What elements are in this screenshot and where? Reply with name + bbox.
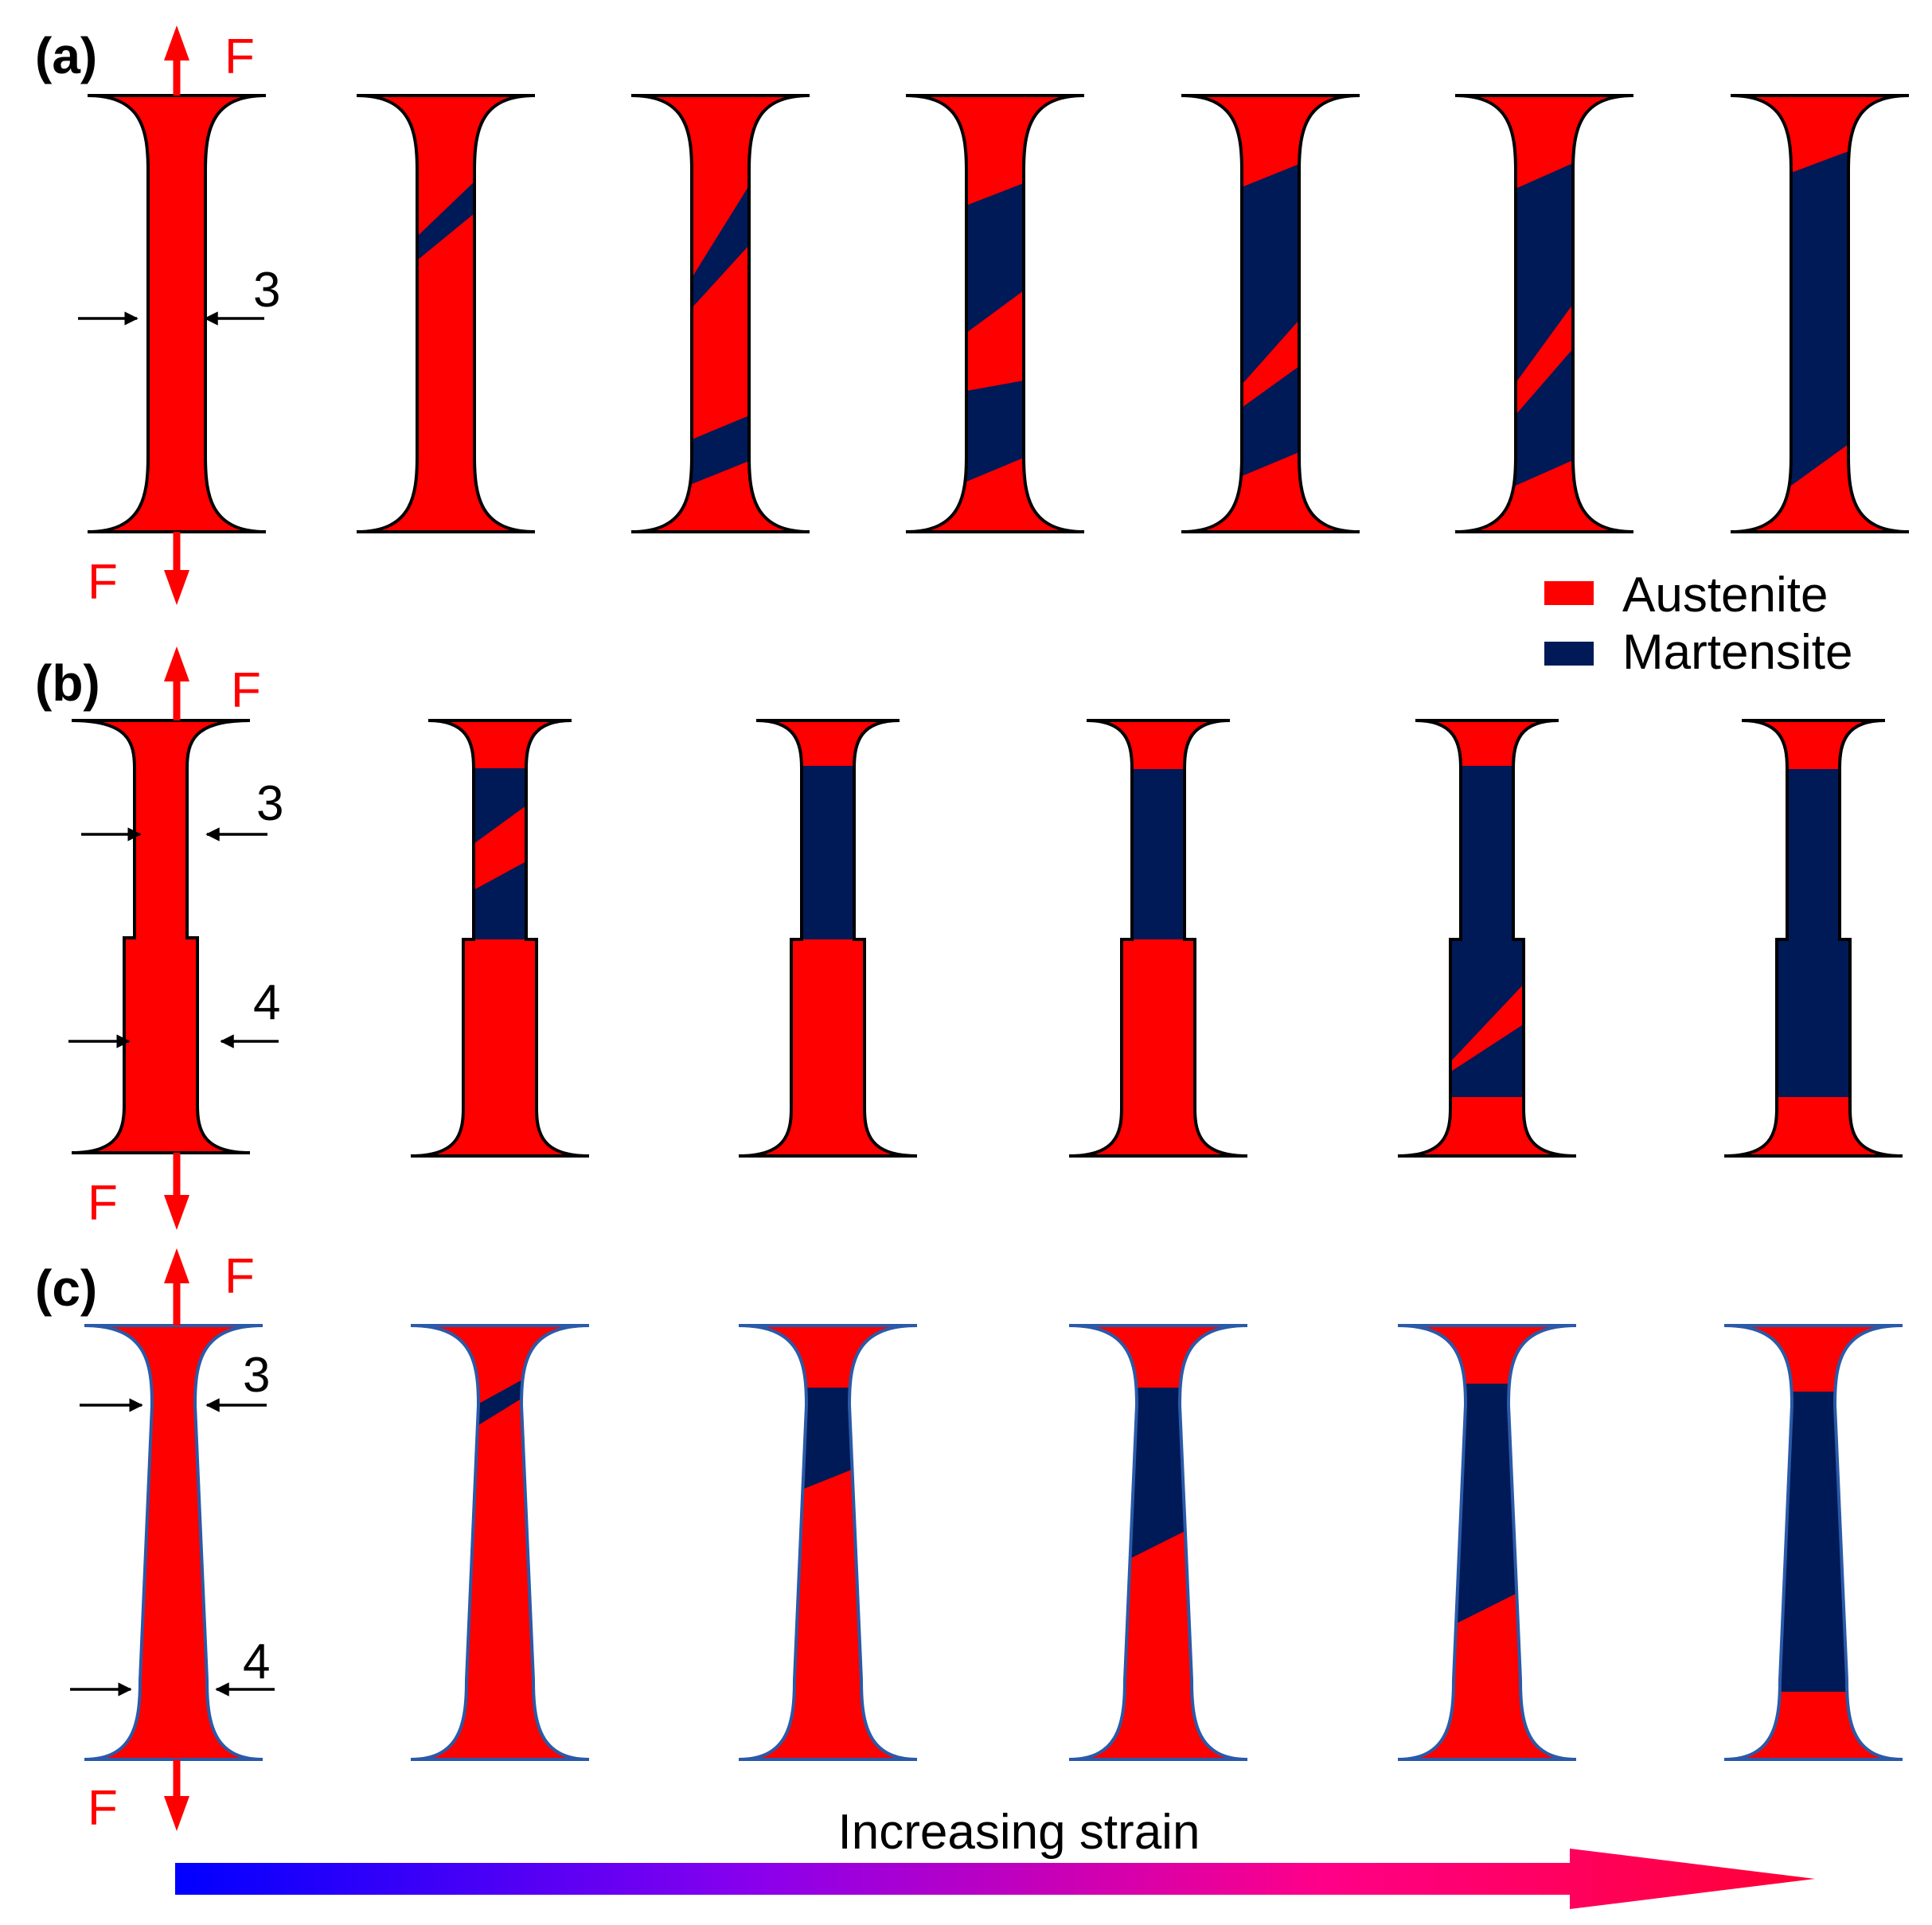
force-arrow-c-top	[164, 1248, 189, 1326]
dim-label-c-3: 3	[243, 1348, 270, 1403]
specimen-outline	[1068, 1324, 1248, 1761]
increasing-strain-arrow	[175, 1849, 1815, 1909]
martensite-band	[1724, 769, 1903, 1097]
austenite-region	[88, 96, 266, 532]
specimen-outline	[1397, 719, 1577, 1158]
specimen-b-4	[1068, 719, 1248, 1158]
specimen-a-5	[1181, 94, 1360, 533]
panel-label-b: (b)	[35, 654, 100, 712]
austenite-region	[739, 1326, 917, 1759]
dim-label-a-3: 3	[253, 263, 280, 318]
martensite-band	[1069, 769, 1247, 939]
annotations-layer	[68, 25, 279, 1831]
force-label-a-top: F	[224, 29, 255, 84]
specimen-b-5	[1397, 719, 1577, 1158]
austenite-region	[411, 1326, 589, 1759]
specimens-layer	[71, 94, 1910, 1761]
austenite-region	[357, 96, 535, 532]
specimen-outline	[1723, 1324, 1903, 1761]
legend-martensite-label: Martensite	[1622, 625, 1852, 680]
specimen-b-3	[738, 719, 918, 1158]
force-label-b-bottom: F	[88, 1176, 118, 1231]
force-label-c-top: F	[224, 1249, 255, 1304]
force-arrow-a-bottom	[164, 532, 189, 605]
force-arrow-c-bottom	[164, 1759, 189, 1831]
force-arrow-b-top	[164, 646, 189, 720]
specimen-b-1	[71, 719, 251, 1154]
specimen-outline	[84, 1324, 263, 1761]
specimen-a-1	[87, 94, 267, 533]
specimen-outline	[738, 719, 918, 1158]
austenite-region	[631, 96, 810, 532]
panel-label-c: (c)	[35, 1259, 97, 1317]
specimen-a-4	[905, 94, 1085, 533]
dim-label-b-3: 3	[256, 776, 283, 831]
specimen-outline	[1181, 94, 1360, 533]
panel-label-a: (a)	[35, 27, 97, 84]
specimen-outline	[71, 719, 251, 1154]
specimen-outline	[410, 719, 590, 1158]
specimen-outline	[1723, 719, 1903, 1158]
specimen-outline	[1730, 94, 1910, 533]
dim-label-c-4: 4	[243, 1634, 270, 1689]
specimen-c-4	[1068, 1324, 1248, 1761]
specimen-outline	[356, 94, 536, 533]
martensite-band	[739, 766, 917, 939]
specimen-b-6	[1723, 719, 1903, 1158]
specimen-c-3	[738, 1324, 918, 1761]
specimen-a-6	[1454, 94, 1634, 533]
legend-martensite-swatch	[1544, 642, 1594, 666]
specimen-outline	[738, 1324, 918, 1761]
dim-label-b-4: 4	[253, 975, 280, 1030]
specimen-outline	[1397, 1324, 1577, 1761]
force-label-b-top: F	[231, 663, 261, 718]
austenite-region	[72, 720, 250, 1153]
specimen-c-2	[410, 1324, 590, 1761]
specimen-a-2	[356, 94, 536, 533]
force-label-c-bottom: F	[88, 1781, 118, 1836]
specimen-c-1	[84, 1324, 263, 1761]
force-label-a-bottom: F	[88, 555, 118, 610]
specimen-outline	[1068, 719, 1248, 1158]
specimen-c-5	[1397, 1324, 1577, 1761]
specimen-outline	[87, 94, 267, 533]
legend-austenite-swatch	[1544, 581, 1594, 605]
martensite-band	[1724, 1392, 1903, 1692]
specimen-outline	[905, 94, 1085, 533]
austenite-region	[906, 96, 1084, 532]
force-arrow-a-top	[164, 25, 189, 96]
force-arrow-b-bottom	[164, 1153, 189, 1230]
specimen-b-2	[410, 719, 590, 1158]
specimen-a-3	[630, 94, 810, 533]
specimen-a-7	[1730, 94, 1910, 533]
specimen-outline	[630, 94, 810, 533]
increasing-strain-label: Increasing strain	[838, 1805, 1200, 1860]
austenite-region	[84, 1326, 263, 1759]
specimen-outline	[410, 1324, 590, 1761]
specimen-c-6	[1723, 1324, 1903, 1761]
specimen-outline	[1454, 94, 1634, 533]
legend-austenite-label: Austenite	[1622, 568, 1829, 623]
